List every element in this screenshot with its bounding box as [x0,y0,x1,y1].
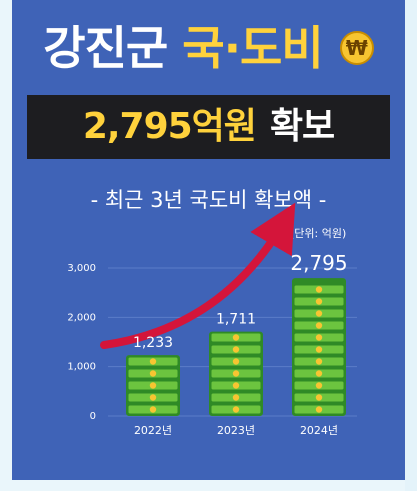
coin-icon [149,358,157,365]
coin-icon [315,406,323,413]
title-funding: 국·도비 [182,21,323,75]
coin-icon [315,394,323,401]
headline-banner: 2,795억원 확보 [27,95,390,159]
coin-icon [315,298,323,305]
x-tick-label: 2024년 [300,424,338,437]
y-tick-label: 1,000 [67,362,96,373]
coin-icon [232,394,240,401]
bar-2022년 [126,355,180,416]
bar-2023년 [209,331,263,416]
coin-icon [149,394,157,401]
title-region: 강진군 [43,21,168,75]
coin-icon [232,358,240,365]
value-label: 1,711 [216,312,256,328]
coin-icon [149,406,157,413]
y-tick-label: 0 [90,411,96,422]
bar-2024년 [292,278,346,416]
coin-icon [315,370,323,377]
coin-icon [315,322,323,329]
funding-bar-chart: 0 1,000 2,000 3,000 1,233 2022년 1,711 2023년 2,79… [67,202,357,437]
y-tick-label: 3,000 [67,263,96,274]
x-tick-label: 2023년 [217,424,255,437]
coin-icon [232,346,240,353]
value-label: 2,795 [290,251,347,275]
x-tick-label: 2022년 [134,424,172,437]
banner-word: 확보 [269,106,335,147]
coin-icon [149,382,157,389]
coin-icon [315,382,323,389]
poster: 강진군 국·도비 ₩ 2,795억원 확보 - 최근 3년 국도비 확보액 - (… [12,0,405,480]
value-label: 1,233 [133,335,173,351]
y-tick-label: 2,000 [67,312,96,323]
coin-icon [232,382,240,389]
coin-icon [232,334,240,341]
banner-amount: 2,795억원 [82,106,257,147]
coin-icon [315,346,323,353]
page-edge [405,0,417,491]
coin-icon [232,370,240,377]
coin-icon [232,406,240,413]
coin-icon [315,358,323,365]
unit-label: (단위: 억원) [290,227,347,240]
page-title: 강진군 국·도비 ₩ [12,18,405,78]
coin-icon [149,370,157,377]
growth-arrow [100,202,296,349]
coin-icon [315,310,323,317]
coin-icon [315,286,323,293]
won-coin-icon: ₩ [339,30,374,65]
coin-icon [315,334,323,341]
